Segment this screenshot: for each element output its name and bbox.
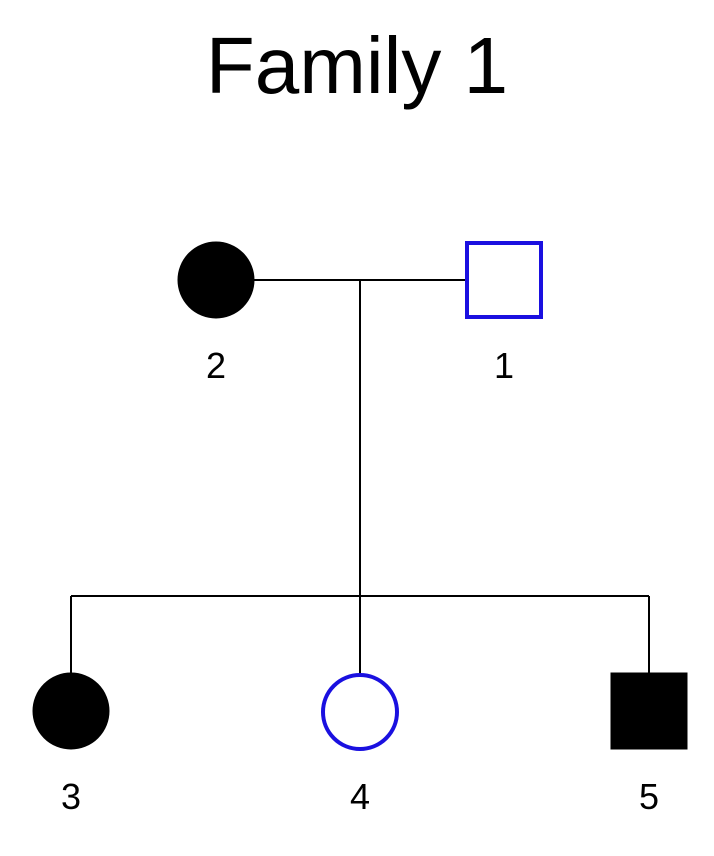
- individual-1-label: 1: [494, 345, 514, 386]
- individual-3-label: 3: [61, 776, 81, 817]
- individual-2-affected-female: [178, 242, 254, 318]
- diagram-title: Family 1: [206, 21, 508, 110]
- individual-2-label: 2: [206, 345, 226, 386]
- individual-1-unaffected-male: [467, 243, 541, 317]
- individual-4-unaffected-female: [323, 675, 397, 749]
- individual-4-label: 4: [350, 776, 370, 817]
- individual-5-label: 5: [639, 776, 659, 817]
- individual-3-affected-female: [33, 673, 109, 749]
- individual-5-affected-male: [611, 673, 687, 749]
